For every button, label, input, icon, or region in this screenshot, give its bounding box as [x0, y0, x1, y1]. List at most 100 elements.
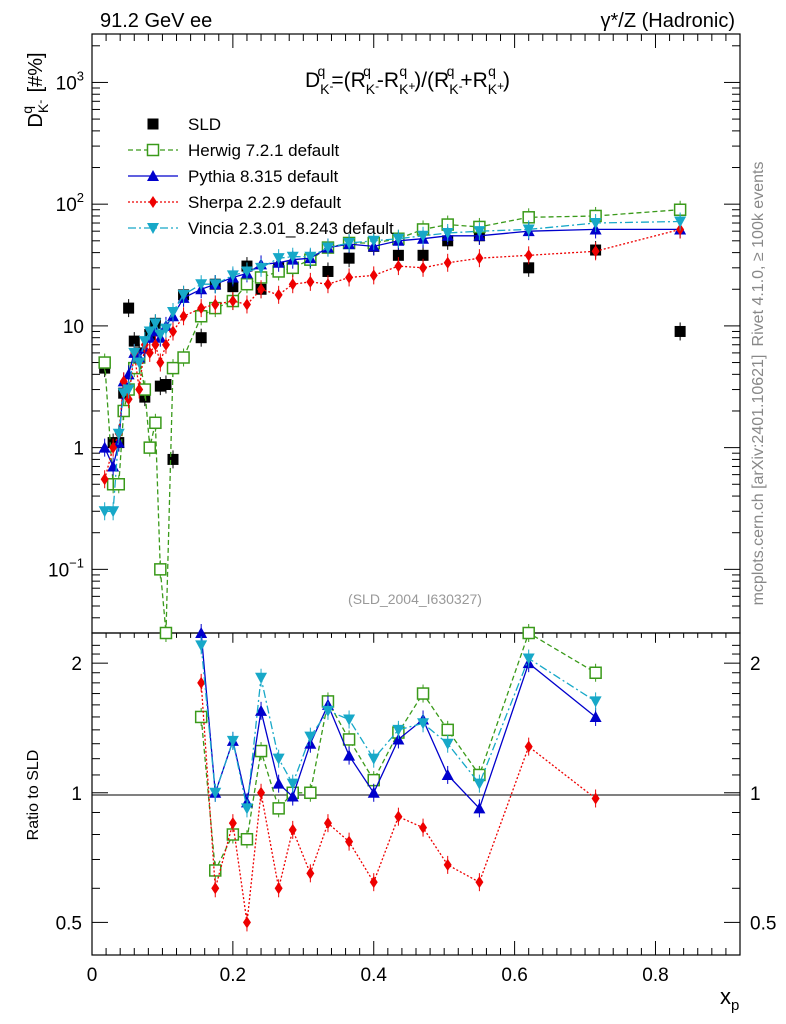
vincia-main-point: [98, 506, 111, 518]
sherpa-ratio-point: [591, 792, 600, 805]
herwig-main-point: [154, 563, 167, 576]
sherpa-ratio-point: [257, 786, 266, 799]
pythia-ratio-point: [589, 710, 602, 722]
vincia-main-point: [417, 230, 430, 242]
main-series-group: [98, 200, 687, 642]
x-tick-label: 0.2: [220, 965, 246, 986]
sherpa-main-point: [197, 302, 206, 315]
vincia-main-point: [304, 251, 317, 263]
y-tick-label: 10−1: [48, 555, 84, 581]
ratio-series-group: [194, 624, 602, 932]
vincia-main-point: [167, 307, 179, 319]
vincia-main-point: [343, 237, 356, 249]
sld-main-point: [417, 249, 429, 261]
vincia-ratio-point: [441, 738, 454, 750]
header-process: γ*/Z (Hadronic): [601, 10, 735, 32]
sld-main-point: [167, 453, 179, 465]
vincia-ratio-point: [392, 724, 405, 736]
pythia-ratio-point: [255, 704, 268, 716]
sherpa-ratio-point: [242, 916, 251, 929]
sherpa-ratio-point: [323, 817, 332, 830]
vincia-main-line: [104, 220, 681, 512]
herwig-ratio-point: [272, 802, 285, 815]
sherpa-main-point: [124, 393, 133, 406]
sld-main-point: [195, 332, 207, 344]
legend-label-pythia: Pythia 8.315 default: [188, 167, 339, 186]
vincia-main-point: [122, 384, 135, 396]
sherpa-main-point: [211, 298, 220, 311]
formula-label: DK-q =(RK-q -RK+q)/(RK-q +RK+q): [305, 63, 510, 97]
vincia-ratio-point: [589, 696, 602, 708]
herwig-main-point: [143, 441, 157, 454]
vincia-ratio-point: [255, 672, 268, 684]
sld-main-point: [160, 379, 172, 391]
sherpa-ratio-point: [443, 858, 452, 871]
vincia-ratio-point: [367, 753, 380, 765]
herwig-ratio-point: [194, 710, 208, 724]
vincia-ratio-point: [321, 705, 334, 717]
sherpa-ratio-point: [211, 882, 220, 895]
ratio-y-tick-label: 0.5: [750, 913, 776, 934]
sld-main-point: [154, 380, 166, 392]
x-axis-label: xp: [720, 984, 739, 1014]
sherpa-main-point: [109, 441, 118, 454]
sld-main-point: [227, 281, 239, 293]
sld-main-point: [392, 249, 404, 261]
vincia-ratio-point: [417, 718, 430, 730]
legend-marker-sherpa: [149, 196, 157, 208]
sherpa-main-point: [179, 310, 188, 323]
vincia-main-point: [286, 251, 299, 263]
sld-main-point: [128, 335, 140, 347]
legend-marker-sld: [147, 118, 159, 130]
rivet-label: Rivet 4.1.0, ≥ 100k events: [750, 162, 767, 347]
herwig-main-line: [104, 209, 681, 634]
ratio-y-tick-label: 1: [750, 784, 761, 805]
x-tick-label: 0.8: [642, 965, 668, 986]
sherpa-main-point: [156, 356, 165, 369]
sherpa-ratio-point: [306, 867, 315, 880]
pythia-ratio-point: [392, 733, 405, 745]
vincia-main-point: [674, 216, 687, 228]
sld-main-point: [123, 302, 135, 314]
sherpa-ratio-point: [524, 740, 533, 753]
pythia-ratio-point: [441, 768, 454, 780]
ratio-y-tick-label: 1: [71, 784, 82, 805]
sherpa-main-point: [161, 338, 170, 351]
sherpa-main-point: [323, 278, 332, 291]
x-tick-label: 0: [87, 965, 98, 986]
sherpa-main-point: [145, 346, 154, 359]
vincia-main-point: [589, 218, 602, 230]
sherpa-main-point: [242, 298, 251, 311]
ratio-panel-frame: [91, 632, 741, 956]
sld-main-point: [674, 325, 686, 337]
sld-main-point: [343, 252, 355, 264]
legend-label-vincia: Vincia 2.3.01_8.243 default: [188, 219, 394, 238]
vincia-ratio-point: [195, 640, 208, 652]
herwig-ratio-point: [240, 832, 254, 846]
vincia-ratio-point: [343, 714, 356, 726]
vincia-main-point: [473, 226, 486, 238]
ratio-ylabel: Ratio to SLD: [25, 750, 42, 841]
y-tick-label: 102: [56, 190, 84, 216]
pythia-ratio-point: [473, 802, 486, 814]
vincia-main-point: [240, 266, 253, 278]
sherpa-main-point: [274, 288, 283, 301]
analysis-watermark: (SLD_2004_I630327): [348, 591, 482, 607]
vincia-main-point: [255, 262, 268, 274]
herwig-ratio-point: [441, 723, 454, 737]
sherpa-main-point: [228, 295, 237, 308]
sherpa-ratio-point: [369, 876, 378, 889]
herwig-ratio-point: [304, 786, 317, 800]
vincia-main-point: [441, 227, 454, 239]
header-energy: 91.2 GeV ee: [100, 10, 212, 32]
vincia-main-point: [112, 428, 125, 440]
sherpa-ratio-point: [394, 810, 403, 823]
legend-marker-herwig: [146, 143, 160, 157]
herwig-main-point: [166, 361, 180, 375]
vincia-main-point: [272, 253, 285, 265]
mcplots-label: mcplots.cern.ch [arXiv:2401.10621]: [750, 355, 767, 606]
vincia-ratio-point: [209, 787, 222, 799]
legend-label-sherpa: Sherpa 2.2.9 default: [188, 193, 341, 212]
sherpa-main-point: [443, 256, 452, 269]
